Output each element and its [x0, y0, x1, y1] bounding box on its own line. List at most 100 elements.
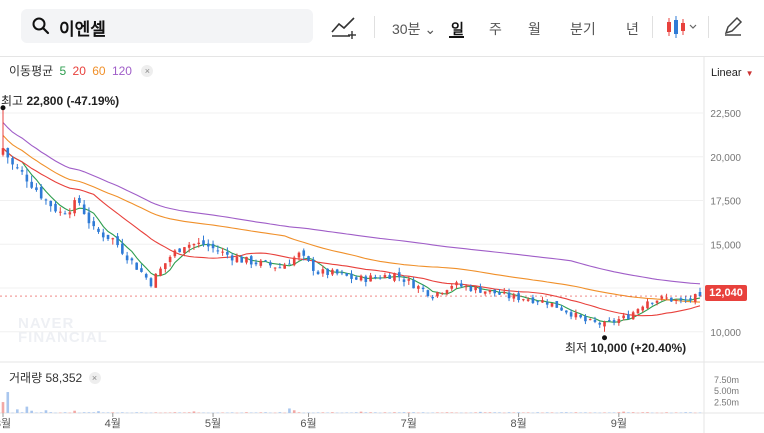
candle-body [417, 286, 420, 289]
candle-body [531, 297, 535, 303]
candle-body [39, 186, 43, 199]
x-tick-label: 9월 [611, 417, 627, 430]
volume-bar [82, 412, 86, 413]
volume-bar [73, 410, 76, 413]
scale-mode-dropdown[interactable]: Linear ▼ [711, 67, 754, 79]
volume-bar [374, 412, 377, 413]
candle-body [130, 258, 134, 261]
candle-body [588, 319, 592, 321]
volume-bar [54, 412, 57, 414]
candle-body [259, 260, 263, 266]
candle-body [183, 247, 186, 254]
pencil-icon[interactable] [722, 15, 744, 37]
volume-bar [369, 412, 372, 413]
current-price-tag: 12,040 [705, 285, 747, 301]
volume-bar [670, 412, 673, 414]
trend-indicator-icon[interactable] [330, 14, 358, 40]
candle-body [646, 301, 649, 309]
volume-bar [445, 412, 449, 413]
candle-body [541, 300, 544, 303]
volume-bar [450, 412, 454, 413]
ma-60-label: 60 [92, 64, 106, 78]
volume-bar [483, 412, 487, 413]
volume-bar [321, 412, 325, 413]
volume-bar [111, 412, 115, 413]
watermark-line1: NAVER [18, 315, 75, 332]
x-tick-label: 4월 [105, 417, 121, 430]
volume-bar [78, 412, 81, 414]
candle-body [364, 276, 368, 282]
candle-body [97, 228, 100, 232]
timeframe-30min[interactable]: 30분 ⌄ [392, 21, 437, 37]
volume-bar [345, 412, 349, 413]
volume-bar [101, 412, 105, 413]
candlestick-icon[interactable] [664, 14, 700, 40]
x-tick-label: 6월 [300, 417, 316, 430]
volume-bar [469, 412, 473, 414]
volume-tick-label: 5.00m [714, 386, 739, 396]
candle-body [316, 271, 320, 275]
volume-bar [283, 412, 286, 414]
candle-body [593, 319, 597, 322]
candle-body [650, 302, 654, 304]
volume-bar [192, 411, 196, 413]
timeframe-day[interactable]: 일 [451, 21, 464, 37]
candle-body [698, 292, 702, 297]
timeframe-week[interactable]: 주 [489, 21, 502, 37]
candle-body [388, 275, 391, 279]
search-query[interactable]: 이엔셀 [59, 20, 106, 39]
candle-body [211, 243, 215, 249]
close-icon[interactable]: × [88, 372, 101, 384]
volume-bar [631, 412, 635, 413]
candle-body [550, 303, 554, 307]
volume-bar [436, 412, 439, 413]
candle-body [230, 255, 234, 261]
volume-bar [226, 412, 229, 414]
volume-bar [1, 402, 5, 413]
candle-body [340, 272, 344, 274]
search-box[interactable]: 이엔셀 [21, 9, 313, 43]
candle-body [660, 296, 664, 299]
volume-tick-label: 2.50m [714, 398, 739, 408]
volume-bar [359, 411, 363, 413]
candle-body [106, 234, 110, 240]
low-value: 10,000 (+20.40%) [590, 341, 687, 355]
timeframe-month[interactable]: 월 [528, 21, 541, 37]
volume-bar [421, 412, 425, 413]
close-icon[interactable]: × [141, 65, 154, 77]
volume-bar [183, 412, 186, 413]
volume-bar [206, 412, 210, 414]
volume-bar [517, 412, 520, 413]
volume-bar [49, 412, 53, 413]
volume-bar [221, 412, 224, 414]
volume-bar [331, 412, 334, 413]
volume-bar [230, 412, 234, 413]
volume-bar [584, 412, 587, 413]
candle-body [235, 256, 239, 263]
volume-bar [140, 412, 143, 413]
volume-bar [617, 412, 621, 413]
candle-body [402, 279, 406, 282]
candle-body [536, 301, 539, 303]
candle-body [187, 244, 191, 248]
candle-body [292, 257, 296, 266]
volume-bar [388, 412, 391, 414]
timeframe-year[interactable]: 년 [626, 21, 639, 37]
volume-bar [502, 412, 506, 414]
candle-body [689, 298, 692, 300]
candle-body [173, 250, 177, 257]
candle-body [283, 264, 286, 269]
candle-body [154, 273, 158, 288]
candle-body [87, 212, 91, 224]
candle-body [474, 286, 477, 291]
volume-bar [383, 412, 387, 413]
timeframe-quarter[interactable]: 분기 [570, 21, 596, 37]
candle-body [78, 197, 81, 203]
volume-bar [426, 412, 430, 414]
candle-body [603, 321, 606, 327]
x-tick-label: 3월 [0, 417, 11, 430]
volume-bar [612, 412, 616, 413]
candle-body [302, 250, 306, 256]
volume-bar [316, 412, 320, 413]
